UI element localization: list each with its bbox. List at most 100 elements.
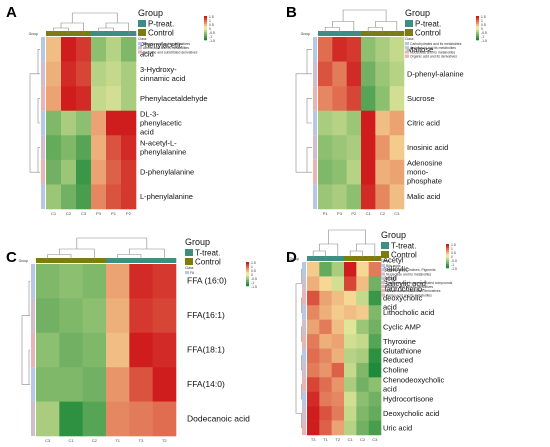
heatmap-cell <box>46 159 62 185</box>
heatmap-cell <box>46 86 62 112</box>
class-bar-cell <box>31 298 35 333</box>
heatmap-cell <box>319 319 332 335</box>
group-bar-cell <box>59 258 83 263</box>
heatmap-cell <box>46 135 62 161</box>
heatmap-cell <box>331 319 345 335</box>
annotation-label-group: Group <box>290 257 300 261</box>
row-label: Deoxycholic acid <box>383 409 439 418</box>
legend-label-class: Bile acids <box>386 264 401 268</box>
heatmap-cell <box>76 135 92 161</box>
legend-label-class: Amino acid and its metabolites <box>386 293 432 297</box>
legend-title-group: Group <box>138 8 163 18</box>
heatmap-cell <box>346 184 362 210</box>
heatmap-cell <box>319 420 332 436</box>
column-label: T2 <box>162 438 167 443</box>
heatmap-cell <box>59 298 83 334</box>
colorscale-tick: 0 <box>209 27 211 31</box>
heatmap-cell <box>61 86 77 112</box>
legend-label-class: Carbohydrates and its metabolites <box>410 42 462 46</box>
colorscale-step <box>246 278 249 281</box>
colorscale-tick: -0.5 <box>451 259 457 263</box>
heatmap-cell <box>375 184 390 210</box>
column-label: C2 <box>380 211 386 216</box>
heatmap-cell <box>331 305 345 320</box>
heatmap-cell <box>36 298 60 334</box>
group-bar-cell <box>121 31 137 36</box>
row-label: Glutathione Reduced <box>383 347 421 365</box>
heatmap-cell <box>61 159 77 185</box>
heatmap-cell <box>307 420 320 436</box>
colorscale-tick: 0 <box>251 273 253 277</box>
colorscale-step <box>476 26 479 29</box>
heatmap-cell <box>331 391 345 407</box>
row-label-line: deoxycholic <box>383 294 422 303</box>
column-label: P1 <box>323 211 329 216</box>
colorscale-step <box>446 254 449 257</box>
legend-label-group: Control <box>148 29 174 38</box>
legend-swatch-class <box>138 46 142 50</box>
column-label: C3 <box>372 437 378 442</box>
colorscale-step <box>446 248 449 251</box>
heatmap-cell <box>368 276 382 292</box>
column-dendrogram <box>324 9 398 33</box>
heatmap-cell <box>106 61 122 87</box>
row-label-line: acid <box>140 49 154 58</box>
heatmap-cell <box>319 406 332 421</box>
colorscale-step <box>246 272 249 275</box>
row-label: Chenodeoxycholic acid <box>383 376 445 394</box>
heatmap-cell <box>106 110 122 136</box>
legend-swatch-group <box>138 20 146 27</box>
heatmap-cell <box>346 37 362 62</box>
legend-swatch-group <box>381 251 389 258</box>
column-label: C1 <box>366 211 372 216</box>
heatmap-cell <box>356 362 369 378</box>
column-label: P3 <box>96 211 102 216</box>
colorscale-step <box>246 264 249 267</box>
colorscale-step <box>476 36 479 39</box>
colorscale-step <box>446 264 449 267</box>
colorscale-tick: 1.5 <box>481 15 486 19</box>
heatmap-cell <box>331 276 345 292</box>
colorscale-step <box>246 266 249 269</box>
class-bar-cell <box>41 159 45 185</box>
heatmap-cell <box>361 86 376 112</box>
heatmap-cell <box>344 334 357 349</box>
colorscale-tick: 0.5 <box>251 269 256 273</box>
heatmap-cell <box>331 406 345 421</box>
group-bar-cell <box>368 256 382 261</box>
group-bar-cell <box>331 256 345 261</box>
heatmap-cell <box>36 367 60 402</box>
row-dendrogram <box>295 48 312 173</box>
legend-label-class: Organic acid and its derivatives <box>410 55 457 59</box>
colorscale-step <box>246 270 249 273</box>
heatmap-cell <box>375 110 390 136</box>
heatmap-cell <box>346 159 362 185</box>
heatmap-cell <box>91 37 107 62</box>
heatmap-cell <box>76 86 92 112</box>
legend-label-class: Hormones and hormone related compounds <box>386 281 453 285</box>
heatmap-cell <box>91 135 107 161</box>
legend-swatch-class <box>381 289 385 293</box>
heatmap-cell <box>319 290 332 306</box>
heatmap-cell <box>319 377 332 393</box>
row-label: D-phenyl-alanine <box>407 69 464 78</box>
row-label: Malic acid <box>407 192 440 201</box>
panel-label: C <box>6 249 17 266</box>
heatmap-cell <box>375 86 390 112</box>
heatmap-cell <box>307 348 320 364</box>
row-label: Uric acid <box>383 423 412 432</box>
heatmap-cell <box>36 264 60 299</box>
colorscale-step <box>476 38 479 41</box>
class-bar-cell <box>313 159 317 185</box>
heatmap-cell <box>61 110 77 136</box>
legend-label-group: T-treat. <box>195 249 220 258</box>
heatmap-cell <box>307 406 320 421</box>
colorscale-step <box>246 262 249 265</box>
heatmap-cell <box>319 262 332 277</box>
row-label: Lithocholic acid <box>383 308 434 317</box>
row-label: D-phenylalanine <box>140 168 194 177</box>
heatmap-cell <box>82 367 107 402</box>
class-bar-cell <box>41 37 45 62</box>
heatmap-cell <box>375 61 390 87</box>
group-bar-cell <box>106 258 130 263</box>
